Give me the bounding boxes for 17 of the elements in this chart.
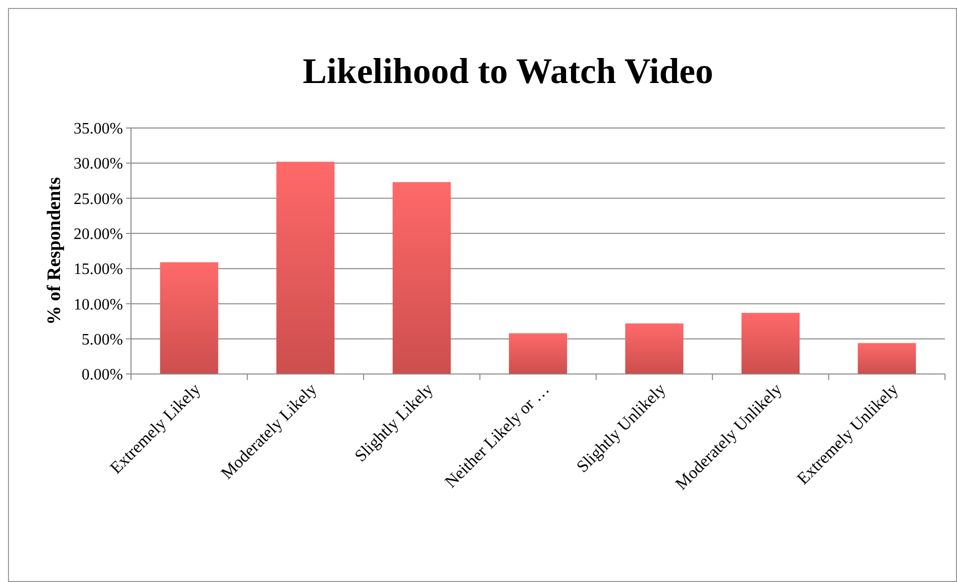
- y-axis-title: % of Respondents: [44, 177, 65, 325]
- bar: [276, 162, 334, 374]
- y-tick-label: 20.00%: [74, 226, 123, 244]
- chart-title: Likelihood to Watch Video: [302, 51, 714, 91]
- bar: [858, 343, 916, 374]
- y-tick-label: 15.00%: [74, 261, 123, 278]
- y-tick-label: 10.00%: [74, 296, 123, 314]
- y-tick-label: 35.00%: [74, 120, 123, 138]
- y-tick-label: 30.00%: [74, 156, 123, 173]
- bar: [508, 333, 568, 374]
- y-tick-label: 0.00%: [82, 366, 123, 384]
- y-tick-label: 25.00%: [74, 190, 123, 208]
- y-tick-label: 5.00%: [82, 331, 123, 348]
- bar: [625, 323, 684, 374]
- bar: [392, 182, 451, 374]
- bar: [160, 262, 218, 374]
- bar: [742, 312, 800, 374]
